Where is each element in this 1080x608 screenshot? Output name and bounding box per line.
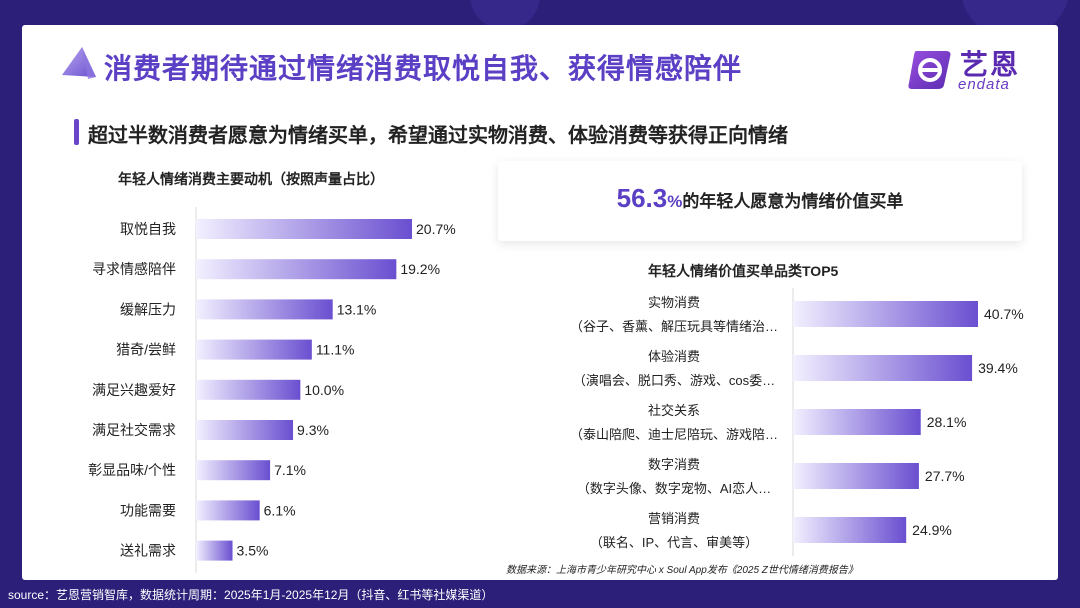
highlight-text: 的年轻人愿意为情绪价值买单 <box>682 192 904 211</box>
footer-source: source：艺恩营销智库，数据统计周期：2025年1月-2025年12月（抖音… <box>8 588 494 602</box>
page-subtitle: 超过半数消费者愿意为情绪买单，希望通过实物消费、体验消费等获得正向情绪 <box>88 125 788 147</box>
logo: 艺恩 endata <box>908 43 1038 95</box>
highlight-number: 56.3 <box>616 183 668 213</box>
right-chart-title: 年轻人情绪价值买单品类TOP5 <box>648 263 839 279</box>
logo-name: 艺恩 <box>960 49 1021 80</box>
logo-subtext: endata <box>958 76 1010 93</box>
data-source-note: 数据来源：上海市青少年研究中心 x Soul App发布《2025 Z世代情绪消… <box>506 565 858 576</box>
left-chart-title: 年轻人情绪消费主要动机（按照声量占比） <box>118 171 384 187</box>
highlight-statement: 56.3%的年轻人愿意为情绪价值买单 <box>498 183 1022 214</box>
subtitle-accent-bar <box>74 119 79 145</box>
endata-logo-icon <box>908 51 951 89</box>
page-title: 消费者期待通过情绪消费取悦自我、获得情感陪伴 <box>104 53 743 84</box>
highlight-card: 56.3%的年轻人愿意为情绪价值买单 <box>498 161 1022 241</box>
highlight-unit: % <box>667 192 683 211</box>
slide-panel: 消费者期待通过情绪消费取悦自我、获得情感陪伴 艺恩 endata 超过半数消费者… <box>22 25 1058 580</box>
prism-icon <box>62 47 96 79</box>
